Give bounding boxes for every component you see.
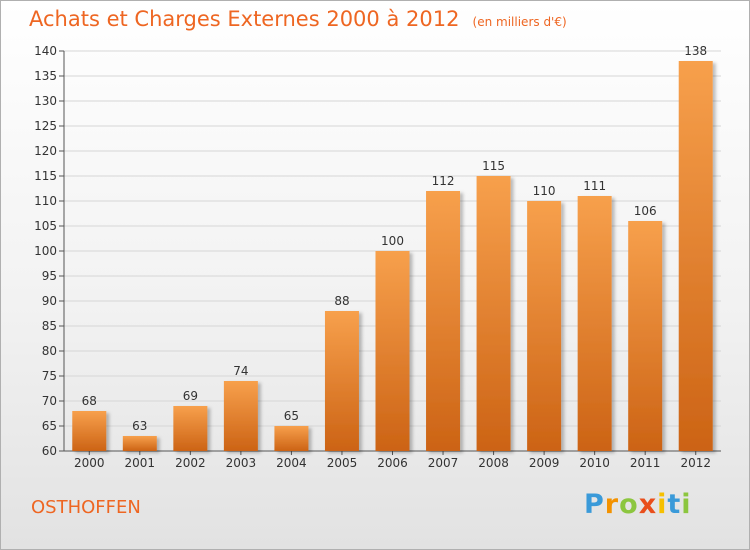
bar (173, 406, 208, 451)
logo-letter: r (604, 489, 620, 520)
commune-name: OSTHOFFEN (31, 497, 141, 518)
bar (375, 251, 410, 451)
y-tick-label: 75 (42, 369, 57, 383)
y-tick-label: 65 (42, 419, 57, 433)
proxiti-logo: Proxiti (584, 489, 692, 520)
bar-value-label: 88 (334, 294, 349, 308)
bar (476, 176, 511, 451)
y-tick-label: 90 (42, 294, 57, 308)
bar (577, 196, 612, 451)
title-row: Achats et Charges Externes 2000 à 2012 (… (29, 7, 567, 31)
logo-letter: P (584, 489, 605, 520)
logo-letter: i (681, 489, 692, 520)
x-tick-label: 2006 (377, 456, 408, 470)
x-tick-label: 2005 (327, 456, 358, 470)
bar (122, 436, 157, 451)
chart-title: Achats et Charges Externes 2000 à 2012 (29, 7, 460, 31)
y-tick-label: 120 (34, 144, 57, 158)
logo-letter: i (657, 489, 668, 520)
bar (678, 61, 713, 451)
y-tick-label: 135 (34, 69, 57, 83)
bar (324, 311, 359, 451)
y-tick-label: 125 (34, 119, 57, 133)
bar-value-label: 65 (284, 409, 299, 423)
bar-value-label: 112 (432, 174, 455, 188)
bar (628, 221, 663, 451)
bar-value-label: 63 (132, 419, 147, 433)
x-tick-label: 2011 (630, 456, 661, 470)
bar-value-label: 106 (634, 204, 657, 218)
x-tick-label: 2012 (680, 456, 711, 470)
x-tick-label: 2009 (529, 456, 560, 470)
x-tick-label: 2007 (428, 456, 459, 470)
y-tick-label: 105 (34, 219, 57, 233)
x-tick-label: 2001 (125, 456, 156, 470)
y-tick-label: 110 (34, 194, 57, 208)
labels: 68 2000 63 2001 69 2002 74 2003 65 2004 88 2005 100 2… (74, 44, 711, 470)
bar (527, 201, 562, 451)
bar (72, 411, 107, 451)
y-tick-label: 95 (42, 269, 57, 283)
x-tick-label: 2003 (226, 456, 257, 470)
bar-value-label: 138 (684, 44, 707, 58)
y-tick-label: 130 (34, 94, 57, 108)
bar-value-label: 74 (233, 364, 248, 378)
bar (223, 381, 258, 451)
y-tick-label: 70 (42, 394, 57, 408)
logo-letter: t (667, 489, 682, 520)
y-tick-label: 140 (34, 44, 57, 58)
bar-value-label: 110 (533, 184, 556, 198)
chart-unit: (en milliers d'€) (472, 15, 567, 29)
y-tick-label: 60 (42, 444, 57, 458)
bar-value-label: 68 (82, 394, 97, 408)
y-tick-label: 85 (42, 319, 57, 333)
bar (426, 191, 461, 451)
x-tick-label: 2004 (276, 456, 307, 470)
y-tick-label: 100 (34, 244, 57, 258)
x-tick-label: 2000 (74, 456, 105, 470)
bar-value-label: 69 (183, 389, 198, 403)
x-tick-label: 2002 (175, 456, 206, 470)
bar-value-label: 115 (482, 159, 505, 173)
bars (72, 61, 713, 451)
y-tick-label: 115 (34, 169, 57, 183)
logo-letter: o (619, 489, 639, 520)
bar (274, 426, 309, 451)
bar-value-label: 100 (381, 234, 404, 248)
x-tick-label: 2010 (579, 456, 610, 470)
bar-value-label: 111 (583, 179, 606, 193)
x-tick-label: 2008 (478, 456, 509, 470)
y-tick-label: 80 (42, 344, 57, 358)
logo-letter: x (638, 489, 658, 520)
